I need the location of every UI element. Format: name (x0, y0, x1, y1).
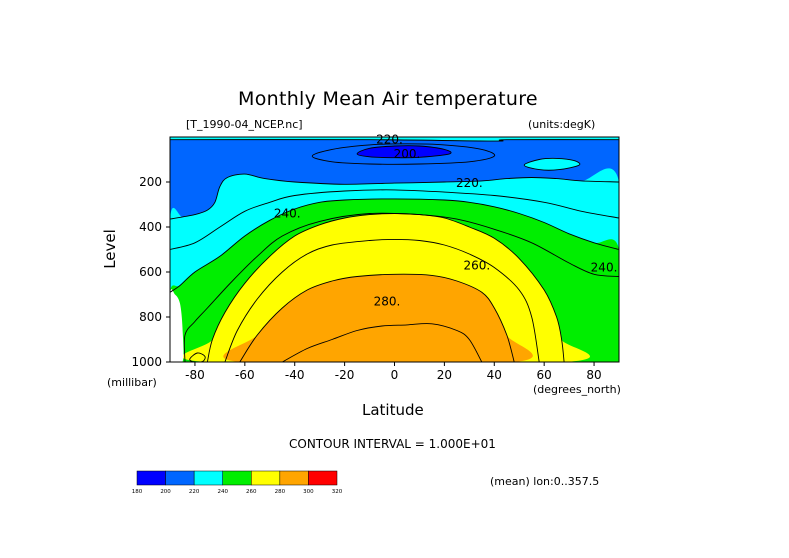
x-tick-label: -80 (185, 368, 205, 382)
contour-200-core (356, 145, 452, 159)
x-tick-label: 60 (537, 368, 552, 382)
region-cold-core-lt-200 (357, 145, 452, 158)
x-tick-label: -40 (285, 368, 305, 382)
region-below-ground-antarctica (170, 289, 184, 362)
color-bar-label: 300 (303, 489, 314, 495)
color-bar-label: 220 (189, 489, 200, 495)
y-tick-label: 200 (139, 175, 162, 189)
contour-small-south (189, 352, 206, 362)
x-tick-label: -20 (335, 368, 355, 382)
contour-290 (282, 323, 483, 362)
contour-240 (170, 198, 619, 293)
y-tick-label: 400 (139, 220, 162, 234)
region-cyan-blob-north (524, 158, 580, 171)
contour-250 (183, 212, 619, 362)
color-bar-swatch (193, 470, 223, 486)
x-tick-label: 40 (487, 368, 502, 382)
y-tick-label: 800 (139, 310, 162, 324)
axis-tick-labels: -80 -60 -40 -20 0 20 40 60 80 200 400 600 800 1000 (131, 175, 601, 382)
color-bar-label: 240 (217, 489, 228, 495)
x-tick-label: 20 (437, 368, 452, 382)
y-tick-label: 1000 (131, 355, 162, 369)
x-tick-label: 80 (586, 368, 601, 382)
x-axis-units: (degrees_north) (533, 383, 621, 396)
contour-260 (206, 213, 565, 362)
color-bar-label: 320 (332, 489, 343, 495)
contour-270 (224, 238, 540, 362)
color-bar-label: 280 (275, 489, 286, 495)
contour-label: 220. (376, 132, 403, 146)
x-axis-title: Latitude (362, 401, 424, 419)
contour-labels: 220.200.220.240.260. 240.280. (274, 132, 618, 308)
y-axis-title: Level (100, 229, 119, 269)
contour-label: 220. (456, 176, 483, 190)
region-cyan-strip-top (170, 137, 619, 142)
x-tick-label: -60 (235, 368, 255, 382)
contour-220-top (170, 139, 619, 142)
color-bar-label: 260 (246, 489, 257, 495)
contour-label: 240. (591, 261, 618, 275)
subset-label: (mean) lon:0..357.5 (490, 475, 600, 488)
contour-label: 280. (374, 294, 401, 308)
region-band-280-290 (223, 274, 533, 362)
units-label: (units:degK) (528, 118, 596, 131)
contour-lines (170, 139, 619, 362)
color-bar-label: 200 (160, 489, 171, 495)
color-bar-swatch (308, 470, 338, 486)
y-axis-units: (millibar) (107, 376, 157, 389)
color-bar-swatch (222, 470, 252, 486)
color-bar-swatch (251, 470, 281, 486)
color-bar-swatch (136, 470, 166, 486)
color-bar-swatch (165, 470, 195, 486)
color-bar-label: 180 (132, 489, 143, 495)
contour-label: 260. (463, 258, 490, 272)
source-file-label: [T_1990-04_NCEP.nc] (186, 118, 303, 131)
color-bar: 180 200 220 240 260 280 300 320 (132, 470, 343, 495)
y-tick-label: 600 (139, 265, 162, 279)
contour-interval-label: CONTOUR INTERVAL = 1.000E+01 (289, 437, 496, 451)
contour-label: 200. (394, 147, 421, 161)
filled-contour-regions (170, 137, 619, 362)
x-tick-label: 0 (391, 368, 399, 382)
contour-230 (170, 189, 619, 250)
axis-ticks (166, 181, 595, 366)
contour-220-blob (523, 157, 581, 171)
contour-280 (239, 273, 515, 362)
chart-title: Monthly Mean Air temperature (238, 88, 538, 110)
contour-220 (170, 173, 619, 220)
contour-190 (311, 143, 496, 165)
color-bar-swatch (279, 470, 309, 486)
contour-label: 240. (274, 207, 301, 221)
